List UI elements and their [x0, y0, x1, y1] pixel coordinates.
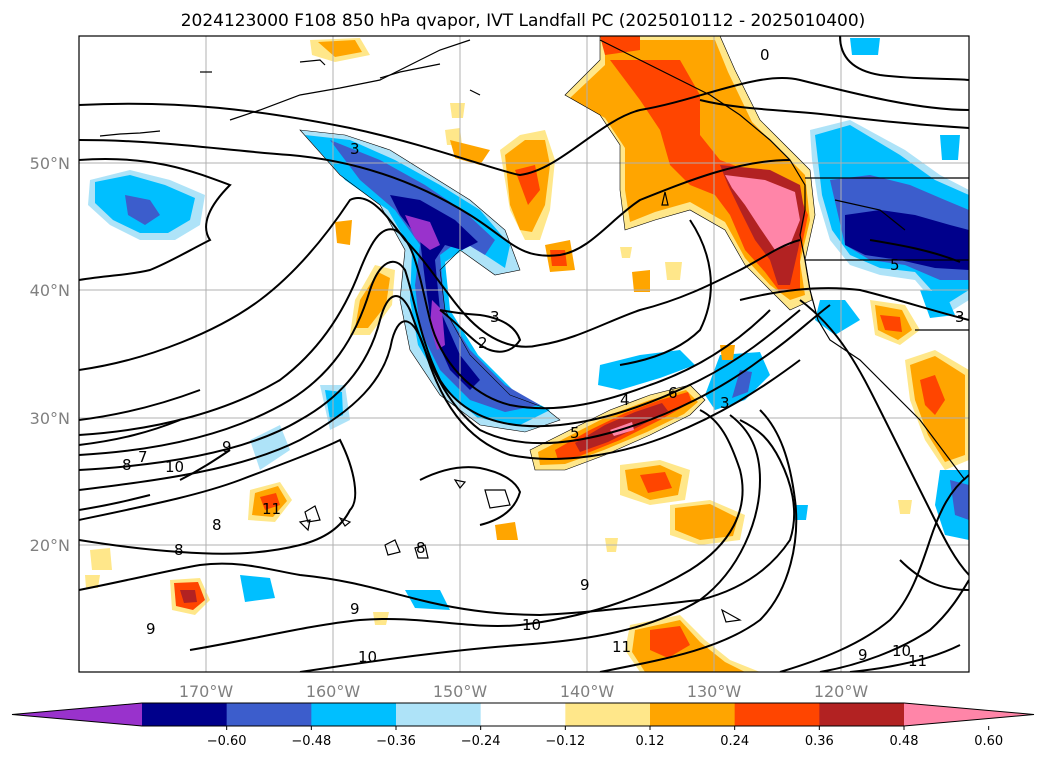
colorbar: −0.60 −0.48 −0.36 −0.24 −0.12 0.12 0.24 0.36 0.4…	[11, 702, 1035, 749]
colorbar-tick-label: 0.48	[890, 734, 919, 749]
shading-positive	[85, 36, 969, 672]
contour-label: 3	[350, 140, 360, 158]
contour-label: 8	[122, 456, 132, 474]
contour-label: 3	[490, 308, 500, 326]
lon-label: 170°W	[179, 682, 234, 701]
contour-label: 11	[612, 638, 631, 656]
contour-label: 8	[174, 541, 184, 559]
colorbar-tick-label: −0.48	[291, 734, 331, 749]
contour-label: 3	[720, 394, 730, 412]
colorbar-segment	[819, 703, 905, 726]
colorbar-segment	[311, 703, 397, 726]
colorbar-segment	[226, 703, 312, 726]
map-frame	[78, 35, 970, 673]
contour-label: 5	[570, 424, 580, 442]
colorbar-tick-label: −0.12	[545, 734, 585, 749]
contour-label: 9	[580, 576, 590, 594]
gridlines	[79, 36, 969, 672]
contour-label: 10	[522, 616, 541, 634]
contour-label: 2	[478, 334, 488, 352]
contour-label: 9	[350, 600, 360, 618]
colorbar-segment	[904, 703, 1034, 726]
contour-label: 11	[908, 652, 927, 670]
contour-label: 11	[262, 500, 281, 518]
colorbar-segment	[142, 703, 228, 726]
contour-label: 7	[138, 448, 148, 466]
contour-label: 6	[668, 384, 678, 402]
lon-label: 160°W	[306, 682, 361, 701]
colorbar-tick-label: −0.60	[207, 734, 247, 749]
contour-label: 8	[212, 516, 222, 534]
contour-label: 9	[858, 646, 868, 664]
latitude-labels: 50°N 40°N 30°N 20°N	[30, 154, 70, 555]
contour-label: 9	[146, 620, 156, 638]
colorbar-segment	[12, 703, 142, 726]
coastlines	[99, 39, 969, 623]
contour-label: 10	[892, 642, 911, 660]
contour-label: 10	[165, 458, 184, 476]
lat-label: 30°N	[30, 409, 70, 428]
contour-labels: 0 3 3 2 3 4 5 6 5 3 7 8 9 10 8 8 8 9 9 9…	[122, 46, 965, 670]
plot-title: 2024123000 F108 850 hPa qvapor, IVT Land…	[181, 11, 866, 31]
colorbar-tick-label: 0.36	[805, 734, 834, 749]
lon-label: 120°W	[814, 682, 869, 701]
lon-label: 130°W	[687, 682, 742, 701]
colorbar-segment	[396, 703, 482, 726]
colorbar-outline	[11, 702, 1035, 727]
lat-label: 50°N	[30, 154, 70, 173]
shading-outlines	[299, 36, 816, 471]
map-area: 0 3 3 2 3 4 5 6 5 3 7 8 9 10 8 8 8 9 9 9…	[79, 36, 969, 672]
contour-label: 9	[222, 438, 232, 456]
colorbar-tick-label: 0.60	[974, 734, 1003, 749]
contour-label: 3	[955, 308, 965, 326]
colorbar-segment	[565, 703, 651, 726]
contour-label: 8	[416, 539, 426, 557]
contour-label: 0	[760, 46, 770, 64]
colorbar-segment	[734, 703, 820, 726]
contours	[79, 36, 969, 672]
colorbar-tick-label: −0.36	[376, 734, 416, 749]
lon-label: 150°W	[433, 682, 488, 701]
colorbar-segment	[480, 703, 566, 726]
contour-label: 5	[890, 256, 900, 274]
lon-label: 140°W	[560, 682, 615, 701]
colorbar-tick-label: −0.24	[461, 734, 501, 749]
contour-label: 10	[358, 648, 377, 666]
colorbar-tick-label: 0.24	[720, 734, 749, 749]
lat-label: 20°N	[30, 536, 70, 555]
longitude-labels: 170°W 160°W 150°W 140°W 130°W 120°W	[179, 682, 869, 701]
colorbar-segment	[650, 703, 736, 726]
lat-label: 40°N	[30, 281, 70, 300]
contour-label: 4	[620, 391, 630, 409]
colorbar-tick-label: 0.12	[636, 734, 665, 749]
